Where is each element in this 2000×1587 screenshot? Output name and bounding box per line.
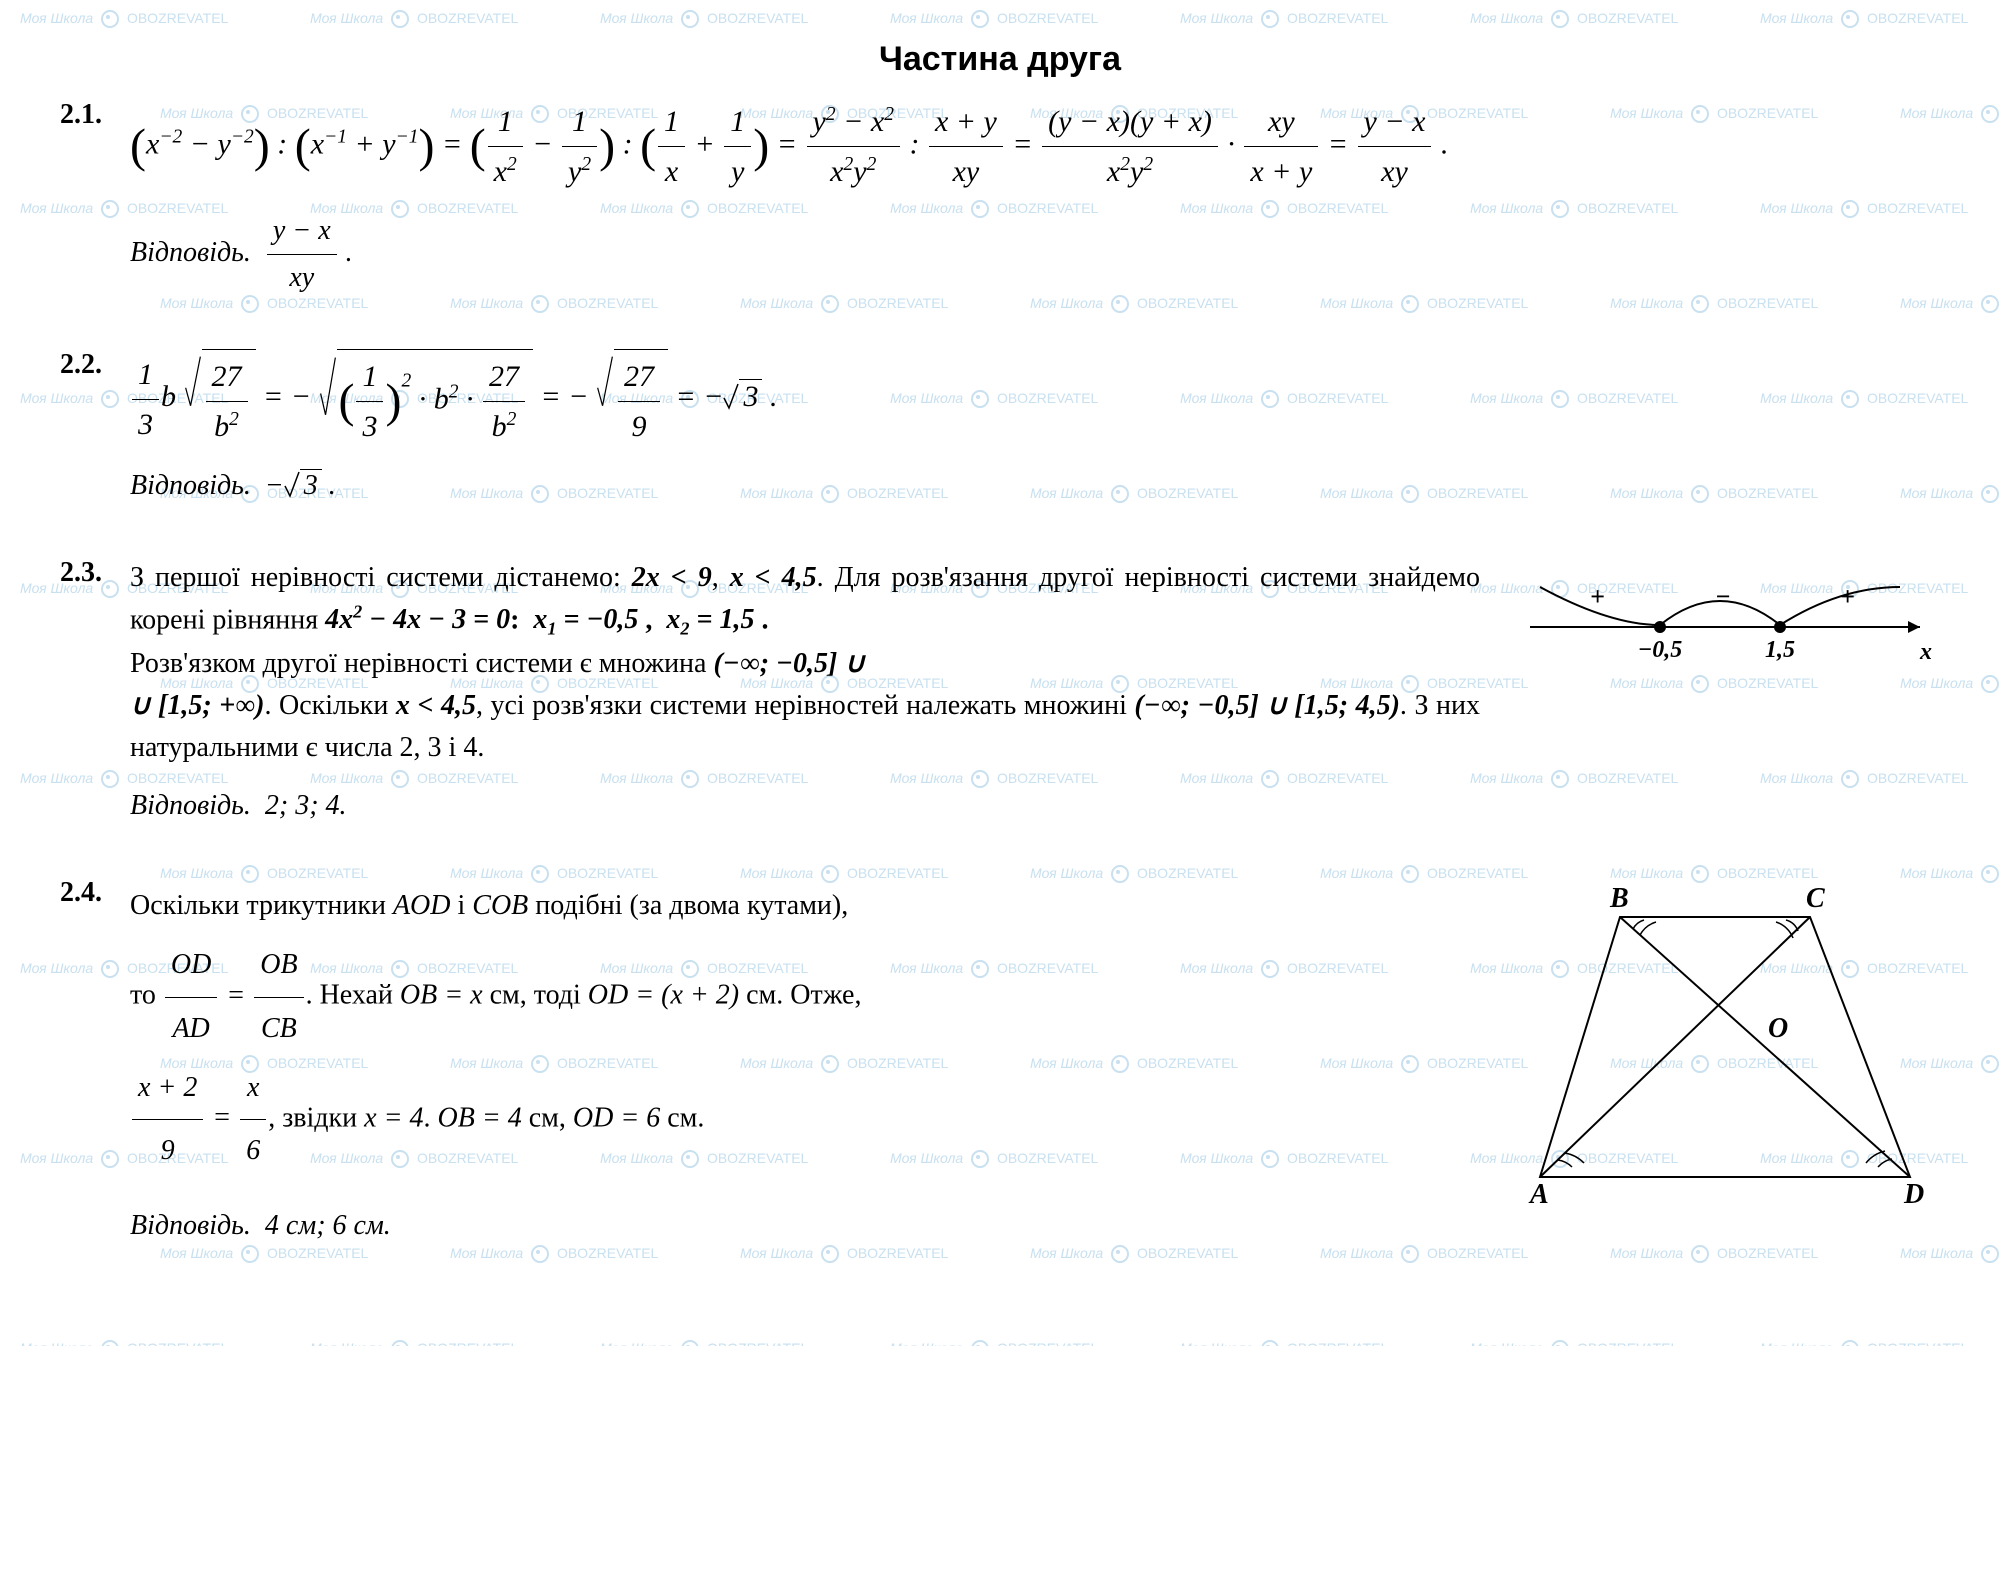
m: COB <box>472 890 528 921</box>
svg-text:1,5: 1,5 <box>1765 637 1795 663</box>
problem-number: 2.4. <box>60 877 130 909</box>
m: 2x < 9 <box>632 562 712 593</box>
t: , звідки <box>268 1102 364 1133</box>
svg-text:O: O <box>1768 1013 1788 1044</box>
t: . <box>424 1102 438 1133</box>
problem-number: 2.2. <box>60 349 130 381</box>
svg-text:−: − <box>1715 582 1731 611</box>
t: , усі розв'язки системи нерівностей нале… <box>476 690 1134 721</box>
svg-text:A: A <box>1528 1179 1549 1210</box>
problem-2-3: 2.3. З першої нерівності системи дістане… <box>60 557 1940 827</box>
problem-2-2: 2.2. 13b 27b2 = − (13)2 · b2 · 27b2 = − … <box>60 349 1940 507</box>
numberline-svg: + − + −0,5 1,5 x <box>1520 557 1940 687</box>
m: 4x2 − 4x − 3 = 0 <box>325 604 510 635</box>
m: OD = (x + 2) <box>588 980 739 1011</box>
m: x < 4,5 <box>730 562 817 593</box>
answer-2-4: Відповідь. 4 см; 6 см. <box>130 1197 1460 1256</box>
problem-body: 13b 27b2 = − (13)2 · b2 · 27b2 = − 279 =… <box>130 349 1940 507</box>
section-title: Частина друга <box>60 40 1940 79</box>
t: З першої нерівності системи дістанемо: <box>130 562 632 593</box>
t: . Оскільки <box>264 690 395 721</box>
answer-value: 4 см; 6 см. <box>265 1210 391 1241</box>
t: і <box>457 890 472 921</box>
problem-body: (x−2 − y−2) : (x−1 + y−1) = (1x2 − 1y2) … <box>130 99 1940 299</box>
t: , <box>712 562 730 593</box>
problem-body: Оскільки трикутники AOD і COB подібні (з… <box>130 877 1940 1256</box>
m: AOD <box>393 890 451 921</box>
text-column: З першої нерівності системи дістанемо: 2… <box>130 557 1480 827</box>
t: то <box>130 980 163 1011</box>
equation-2-2: 13b 27b2 = − (13)2 · b2 · 27b2 = − 279 =… <box>130 349 1940 449</box>
answer-label: Відповідь. <box>130 470 251 501</box>
answer-2-1: Відповідь. y − xxy . <box>130 210 1940 299</box>
t: см, <box>529 1102 573 1133</box>
t: см. Отже, <box>746 980 861 1011</box>
problem-2-4: 2.4. Оскільки трикутники AOD і COB подіб… <box>60 877 1940 1256</box>
answer-value: 2; 3; 4. <box>265 790 347 821</box>
answer-label: Відповідь. <box>130 237 251 268</box>
trapezoid-svg: A B C D O <box>1500 877 1940 1217</box>
numberline-figure: + − + −0,5 1,5 x <box>1520 557 1940 700</box>
problem-2-1: 2.1. (x−2 − y−2) : (x−1 + y−1) = (1x2 − … <box>60 99 1940 299</box>
t: Розв'язком другої нерівності системи є м… <box>130 648 713 679</box>
m: (−∞; −0,5] ∪ <box>713 648 864 679</box>
answer-2-3: Відповідь. 2; 3; 4. <box>130 785 1480 827</box>
m: x < 4,5 <box>396 690 476 721</box>
equation-2-1: (x−2 − y−2) : (x−1 + y−1) = (1x2 − 1y2) … <box>130 99 1940 194</box>
t: см. <box>667 1102 704 1133</box>
t: подібні (за двома кутами), <box>535 890 848 921</box>
t: . Нехай <box>306 980 400 1011</box>
problem-number: 2.1. <box>60 99 130 131</box>
svg-text:x: x <box>1919 639 1932 665</box>
m: OD = 6 <box>573 1102 660 1133</box>
svg-text:D: D <box>1903 1179 1924 1210</box>
svg-text:+: + <box>1590 582 1605 611</box>
m: OB = 4 <box>438 1102 522 1133</box>
t: Оскільки трикутники <box>130 890 393 921</box>
svg-text:B: B <box>1609 883 1629 914</box>
problem-number: 2.3. <box>60 557 130 589</box>
m: ∪ [1,5; +∞) <box>130 690 264 721</box>
svg-text:+: + <box>1840 582 1855 611</box>
m: x = 4 <box>364 1102 423 1133</box>
problem-body: З першої нерівності системи дістанемо: 2… <box>130 557 1940 827</box>
m: (−∞; −0,5] ∪ [1,5; 4,5) <box>1134 690 1400 721</box>
answer-label: Відповідь. <box>130 790 251 821</box>
trapezoid-figure: A B C D O <box>1500 877 1940 1230</box>
answer-label: Відповідь. <box>130 1210 251 1241</box>
main-content: Частина друга 2.1. (x−2 − y−2) : (x−1 + … <box>60 40 1940 1256</box>
t: см, тоді <box>490 980 588 1011</box>
text-column: Оскільки трикутники AOD і COB подібні (з… <box>130 877 1460 1256</box>
svg-text:−0,5: −0,5 <box>1638 637 1683 663</box>
answer-2-2: Відповідь. −3 . <box>130 465 1940 507</box>
svg-text:C: C <box>1806 883 1825 914</box>
m: OB = x <box>400 980 483 1011</box>
